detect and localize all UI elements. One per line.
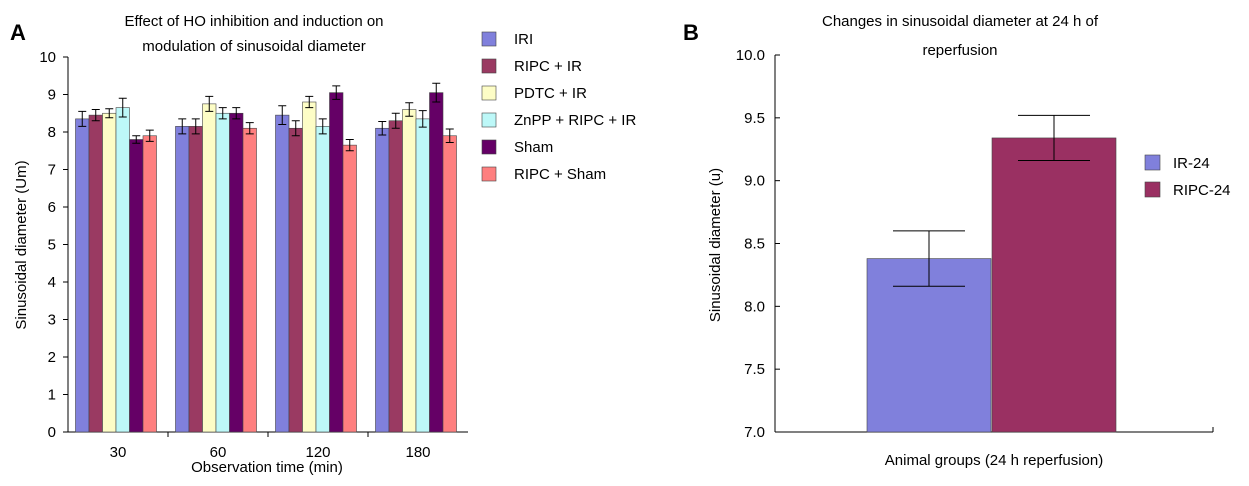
chart-b-y-tick-label: 9.5 [744,110,765,127]
chart-b-y-axis-label: Sinusoidal diameter (u) [707,168,724,322]
chart-a-bar-iri [275,114,290,433]
chart-a-y-tick-label: 4 [48,274,56,291]
chart-b-bar-ir-24 [866,258,992,433]
chart-b-y-tick-label: 7.0 [744,424,765,441]
chart-a-x-tick-label: 30 [110,444,127,461]
chart-a-legend-label-iri: IRI [514,31,533,48]
chart-a-bar-ripc-sham [442,135,457,433]
chart-a-legend-label-znpp-ripc-ir: ZnPP + RIPC + IR [514,112,636,129]
chart-b-legend-swatch-ir-24 [1144,154,1161,171]
chart-a-bar-znpp-ripc-ir [115,107,130,433]
chart-a-x-tick-label: 60 [210,444,227,461]
chart-a-legend-label-ripc-sham: RIPC + Sham [514,166,606,183]
chart-a-bar-sham [129,139,144,433]
chart-a-bar-pdtc-ir [402,109,417,433]
chart-b-title-line-1: Changes in sinusoidal diameter at 24 h o… [822,13,1099,30]
chart-a-bar-ripc-ir [388,120,403,433]
chart-a-y-tick-label: 10 [39,49,56,66]
chart-a-legend-swatch-pdtc-ir [481,85,497,101]
chart-a-bar-ripc-sham [142,135,157,433]
chart-a-legend-label-pdtc-ir: PDTC + IR [514,85,587,102]
chart-a-bar-ripc-ir [188,126,203,433]
chart-a-bar-znpp-ripc-ir [315,126,330,433]
chart-a-legend-label-sham: Sham [514,139,553,156]
chart-b-y-tick-label: 8.0 [744,298,765,315]
chart-b-y-tick-label: 9.0 [744,173,765,190]
chart-a-bar-sham [429,92,444,433]
chart-b-x-axis-label: Animal groups (24 h reperfusion) [885,452,1103,469]
chart-a-legend-swatch-iri [481,31,497,47]
chart-a-y-tick-label: 5 [48,237,56,254]
chart-a-bar-pdtc-ir [202,103,217,433]
chart-a-legend-swatch-sham [481,139,497,155]
chart-a: Effect of HO inhibition and induction on… [13,13,636,476]
chart-a-legend: IRI RIPC + IR PDTC + IR ZnPP + RIPC + IR Sha… [481,31,636,183]
chart-a-y-tick-label: 9 [48,87,56,104]
chart-a-bar-sham [329,92,344,433]
panel-a-letter: A [10,20,26,45]
chart-b-legend-label-ir-24: IR-24 [1173,155,1210,172]
chart-a-bar-ripc-ir [288,127,303,433]
chart-a-y-tick-label: 7 [48,162,56,179]
chart-a-x-axis-label: Observation time (min) [191,459,343,476]
chart-b-legend: IR-24 RIPC-24 [1144,154,1231,199]
chart-a-y-tick-label: 0 [48,424,56,441]
chart-a-y-tick-label: 8 [48,124,56,141]
chart-a-y-tick-label: 3 [48,312,56,329]
chart-b-y-tick-label: 7.5 [744,361,765,378]
chart-b-bar-ripc-24 [991,137,1117,433]
chart-b-y-tick-label: 10.0 [736,47,765,64]
chart-b-legend-swatch-ripc-24 [1144,181,1161,198]
chart-a-x-tick-label: 120 [305,444,330,461]
chart-a-legend-swatch-znpp-ripc-ir [481,112,497,128]
chart-a-x-tick-label: 180 [405,444,430,461]
chart-a-y-axis-label: Sinusoidal diameter (Um) [13,160,30,329]
chart-a-bar-sham [229,112,244,433]
chart-a-bar-znpp-ripc-ir [415,118,430,433]
chart-a-legend-label-ripc-ir: RIPC + IR [514,58,582,75]
chart-a-bar-iri [175,126,190,433]
chart-b-title-line-2: reperfusion [922,42,997,59]
chart-a-legend-swatch-ripc-ir [481,58,497,74]
chart-a-bar-pdtc-ir [302,101,317,433]
chart-a-y-tick-label: 6 [48,199,56,216]
chart-a-y-tick-label: 1 [48,387,56,404]
panel-b-letter: B [683,20,699,45]
chart-a-title-line-1: Effect of HO inhibition and induction on [124,13,383,30]
chart-a-y-tick-label: 2 [48,349,56,366]
chart-a-title-line-2: modulation of sinusoidal diameter [142,38,365,55]
chart-a-bar-znpp-ripc-ir [215,112,230,433]
chart-b-legend-label-ripc-24: RIPC-24 [1173,182,1231,199]
chart-a-bar-iri [75,118,90,433]
chart-a-legend-swatch-ripc-sham [481,166,497,182]
chart-a-bar-iri [375,127,390,433]
chart-a-bar-ripc-sham [242,127,257,433]
chart-a-bar-pdtc-ir [102,112,117,433]
chart-b: Changes in sinusoidal diameter at 24 h o… [707,13,1231,469]
chart-a-bar-ripc-sham [342,144,357,433]
chart-b-y-tick-label: 8.5 [744,236,765,253]
chart-a-bar-ripc-ir [88,114,103,433]
